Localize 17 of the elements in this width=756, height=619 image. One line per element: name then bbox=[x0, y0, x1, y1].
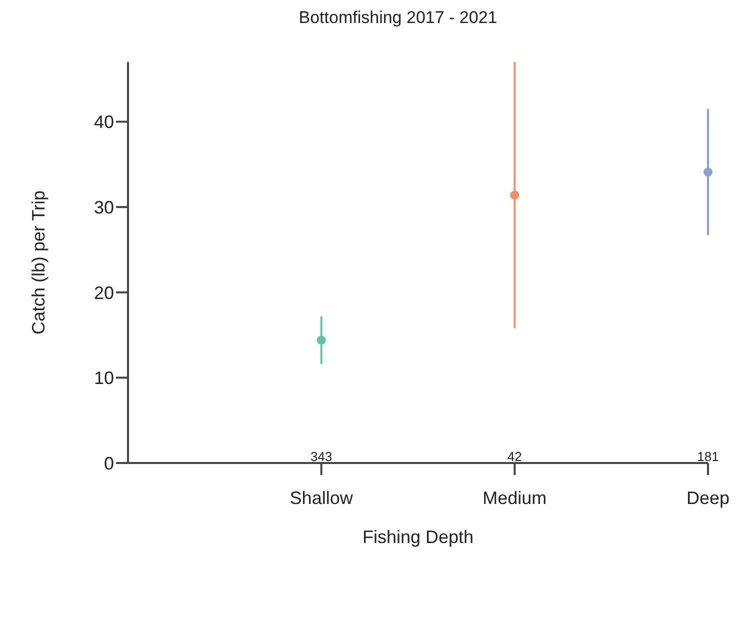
y-axis-title: Catch (lb) per Trip bbox=[28, 190, 48, 335]
x-axis-title: Fishing Depth bbox=[362, 527, 474, 547]
y-tick-label: 30 bbox=[94, 197, 114, 218]
point bbox=[510, 190, 520, 200]
y-tick-label: 0 bbox=[104, 453, 114, 474]
x-tick-label: Deep bbox=[686, 488, 730, 508]
chart-title: Bottomfishing 2017 - 2021 bbox=[298, 8, 498, 28]
y-tick-label: 20 bbox=[94, 282, 114, 303]
annotation: 181 bbox=[697, 449, 719, 464]
annotation: 42 bbox=[507, 449, 522, 464]
x-tick-label: Medium bbox=[482, 488, 547, 508]
annotation: 343 bbox=[310, 449, 332, 464]
point bbox=[703, 168, 713, 177]
point bbox=[316, 336, 326, 345]
x-tick-label: Shallow bbox=[290, 488, 354, 508]
y-tick-label: 10 bbox=[94, 368, 114, 388]
y-tick-label: 40 bbox=[94, 112, 114, 132]
